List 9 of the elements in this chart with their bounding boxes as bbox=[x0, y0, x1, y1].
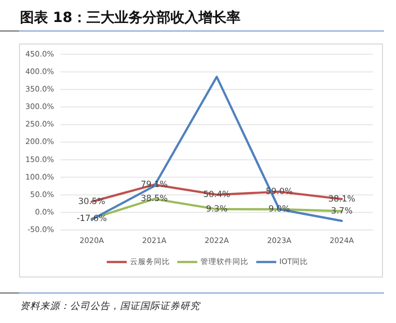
data-label: -17.6% bbox=[76, 214, 107, 224]
data-label: 30.5% bbox=[78, 197, 106, 208]
data-label: 3.7% bbox=[330, 206, 353, 216]
data-label: 38.1% bbox=[328, 194, 356, 204]
data-label: 79.1% bbox=[140, 180, 168, 190]
text: 资料来源：公司公告，国证国际证券研究 bbox=[20, 301, 201, 312]
data-label: 9.0% bbox=[268, 204, 290, 215]
data-label: 59.0% bbox=[266, 187, 293, 198]
chart-title: 图表 18：三大业务分部收入增长率 bbox=[20, 9, 240, 26]
